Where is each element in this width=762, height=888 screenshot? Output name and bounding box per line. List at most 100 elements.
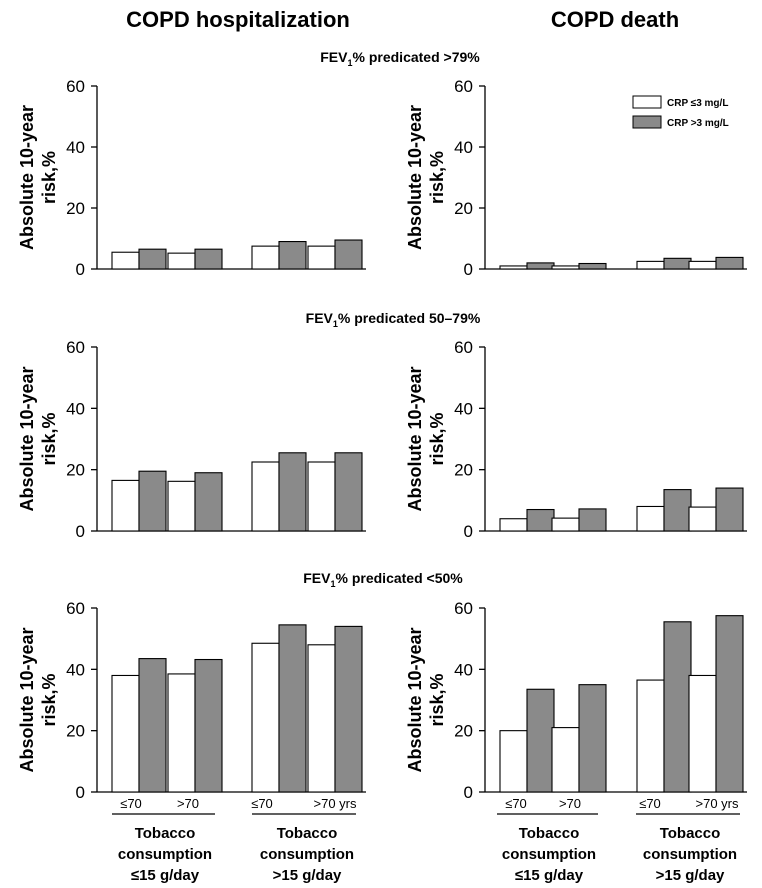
bar xyxy=(278,452,307,532)
bar xyxy=(307,644,336,793)
y-tick-label: 60 xyxy=(454,77,473,96)
age-label: >70 yrs xyxy=(314,796,357,811)
y-tick-label: 20 xyxy=(454,722,473,741)
x-labels-death: ≤70 >70 ≤70 >70 yrs Tobacco consumption … xyxy=(497,796,740,884)
y-tick-label: 20 xyxy=(66,461,85,480)
bar xyxy=(167,252,196,270)
y-tick-label: 20 xyxy=(66,722,85,741)
y-axis-label: Absolute 10-year risk,% xyxy=(405,105,447,250)
bar xyxy=(251,461,280,532)
tobacco-label: Tobacco xyxy=(135,825,196,842)
bar xyxy=(526,688,555,793)
bar xyxy=(578,262,607,270)
bar xyxy=(138,658,167,793)
bar xyxy=(111,674,140,793)
y-tick-label: 0 xyxy=(464,260,473,279)
tobacco-label: >15 g/day xyxy=(273,867,342,884)
bar xyxy=(636,260,665,270)
bar xyxy=(138,470,167,532)
bar xyxy=(663,621,692,793)
tobacco-label: consumption xyxy=(502,846,596,863)
bar xyxy=(688,674,717,793)
bar xyxy=(251,245,280,270)
bar xyxy=(688,260,717,270)
y-tick-label: 60 xyxy=(66,599,85,618)
bar xyxy=(663,257,692,270)
bar xyxy=(551,265,580,270)
row-title-fev-lt50: FEV1% predicated <50% xyxy=(303,570,463,589)
y-tick-label: 60 xyxy=(66,338,85,357)
bar xyxy=(138,248,167,270)
bar xyxy=(194,248,223,270)
tobacco-label: consumption xyxy=(260,846,354,863)
age-label: ≤70 xyxy=(251,796,273,811)
bar xyxy=(499,518,528,532)
y-tick-label: 60 xyxy=(454,599,473,618)
tobacco-label: consumption xyxy=(118,846,212,863)
tobacco-label: consumption xyxy=(643,846,737,863)
bar xyxy=(578,508,607,532)
column-title-death: COPD death xyxy=(551,7,679,32)
row-title-fev-50-79: FEV1% predicated 50–79% xyxy=(306,310,481,329)
bar xyxy=(636,505,665,532)
bar xyxy=(194,658,223,793)
tobacco-label: Tobacco xyxy=(660,825,721,842)
bar xyxy=(636,679,665,793)
bar xyxy=(551,517,580,532)
bar xyxy=(307,245,336,270)
legend-swatch-crp-high xyxy=(632,115,662,129)
y-tick-label: 40 xyxy=(454,660,473,679)
bar xyxy=(307,461,336,532)
bar xyxy=(663,489,692,532)
bar xyxy=(278,241,307,270)
bar xyxy=(111,251,140,270)
bar xyxy=(334,239,363,270)
y-tick-label: 20 xyxy=(454,199,473,218)
y-tick-label: 0 xyxy=(464,522,473,541)
y-tick-label: 20 xyxy=(66,199,85,218)
bar xyxy=(715,256,744,270)
bar xyxy=(167,480,196,532)
y-tick-label: 40 xyxy=(454,138,473,157)
age-label: >70 xyxy=(177,796,199,811)
y-tick-label: 0 xyxy=(76,783,85,802)
bar xyxy=(111,479,140,532)
y-tick-label: 60 xyxy=(454,338,473,357)
bar xyxy=(167,673,196,793)
bar xyxy=(194,472,223,532)
bar xyxy=(715,615,744,793)
row-title-fev-gt79: FEV1% predicated >79% xyxy=(320,49,480,68)
y-tick-label: 20 xyxy=(454,461,473,480)
y-axis-label: Absolute 10-year risk,% xyxy=(17,105,59,250)
age-label: ≤70 xyxy=(639,796,661,811)
age-label: >70 yrs xyxy=(696,796,739,811)
tobacco-label: ≤15 g/day xyxy=(131,867,200,884)
panels: 0 20 40 60 Absolute 10-year risk,% 0 20 40 60 Abso… xyxy=(17,77,747,802)
y-axis-label: Absolute 10-year risk,% xyxy=(17,627,59,772)
age-label: >70 xyxy=(559,796,581,811)
tobacco-label: Tobacco xyxy=(277,825,338,842)
y-tick-label: 0 xyxy=(76,260,85,279)
bar xyxy=(334,625,363,793)
legend-label-crp-low: CRP ≤3 mg/L xyxy=(667,98,728,109)
tobacco-label: >15 g/day xyxy=(656,867,725,884)
legend: CRP ≤3 mg/L CRP >3 mg/L xyxy=(632,95,729,129)
bar xyxy=(278,624,307,793)
bar xyxy=(251,642,280,793)
y-axis-label: Absolute 10-year risk,% xyxy=(405,627,447,772)
bar xyxy=(499,730,528,793)
bar xyxy=(499,265,528,270)
tobacco-label: ≤15 g/day xyxy=(515,867,584,884)
y-axis-label: Absolute 10-year risk,% xyxy=(17,366,59,511)
y-tick-label: 0 xyxy=(464,783,473,802)
y-tick-label: 40 xyxy=(66,399,85,418)
y-tick-label: 60 xyxy=(66,77,85,96)
legend-swatch-crp-low xyxy=(632,95,662,109)
age-label: ≤70 xyxy=(505,796,527,811)
y-tick-label: 0 xyxy=(76,522,85,541)
tobacco-label: Tobacco xyxy=(519,825,580,842)
bar xyxy=(526,508,555,532)
y-tick-label: 40 xyxy=(66,138,85,157)
bar xyxy=(688,506,717,532)
